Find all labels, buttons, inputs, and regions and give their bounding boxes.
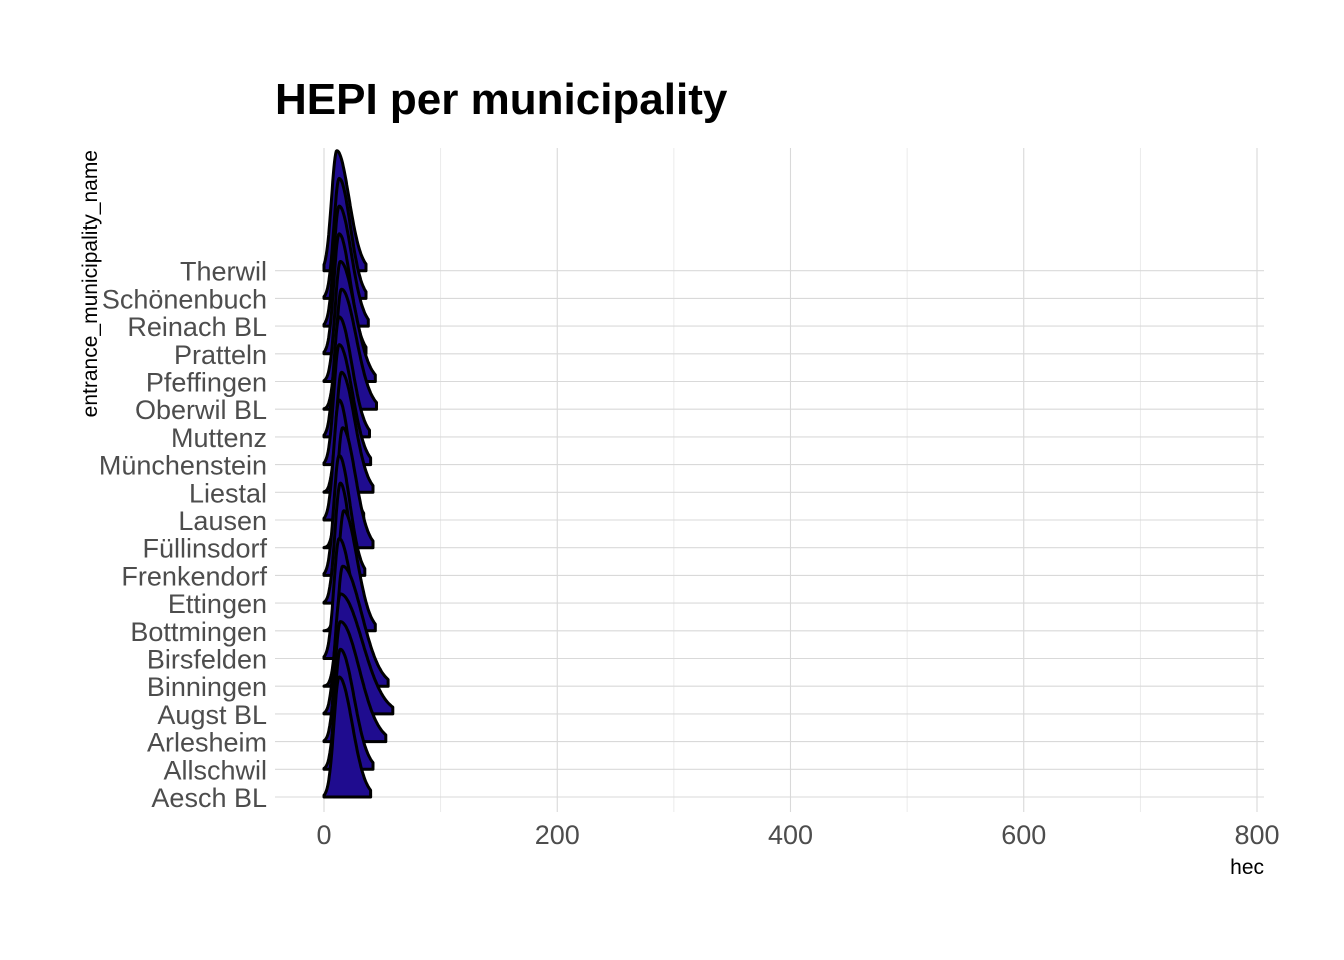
y-tick-label: Ettingen: [168, 589, 267, 619]
x-tick-label: 400: [768, 820, 813, 850]
y-tick-label: Schönenbuch: [102, 284, 267, 314]
y-tick-label: Frenkendorf: [121, 561, 267, 591]
y-tick-label: Augst BL: [157, 700, 267, 730]
y-tick-label: Allschwil: [163, 755, 267, 785]
y-tick-label: Füllinsdorf: [142, 534, 267, 564]
grid-lines: [275, 148, 1264, 812]
x-tick-label: 800: [1234, 820, 1279, 850]
x-axis-label: hec: [1230, 856, 1264, 879]
y-tick-label: Lausen: [178, 506, 267, 536]
y-tick-label: Liestal: [189, 478, 267, 508]
y-axis-label: entrance_municipality_name: [79, 150, 102, 417]
y-tick-label: Binningen: [147, 672, 267, 702]
ridges: [322, 149, 395, 799]
y-tick-label: Bottmingen: [130, 617, 267, 647]
x-tick-label: 200: [535, 820, 580, 850]
y-tick-label: Oberwil BL: [135, 395, 267, 425]
y-tick-label: Therwil: [180, 257, 267, 287]
x-tick-labels: 0 200 400 600 800: [316, 820, 1279, 850]
chart-title: HEPI per municipality: [275, 75, 728, 124]
ridge-aesch-bl: [322, 675, 373, 799]
y-tick-label: Birsfelden: [147, 645, 267, 675]
y-tick-label: Pratteln: [174, 340, 267, 370]
y-tick-label: Aesch BL: [151, 783, 267, 813]
y-tick-label: Arlesheim: [147, 728, 267, 758]
y-tick-label: Reinach BL: [127, 312, 267, 342]
y-tick-label: Muttenz: [171, 423, 267, 453]
y-tick-label: Münchenstein: [99, 451, 267, 481]
y-tick-label: Pfeffingen: [146, 368, 267, 398]
x-tick-label: 600: [1001, 820, 1046, 850]
x-tick-label: 0: [316, 820, 331, 850]
